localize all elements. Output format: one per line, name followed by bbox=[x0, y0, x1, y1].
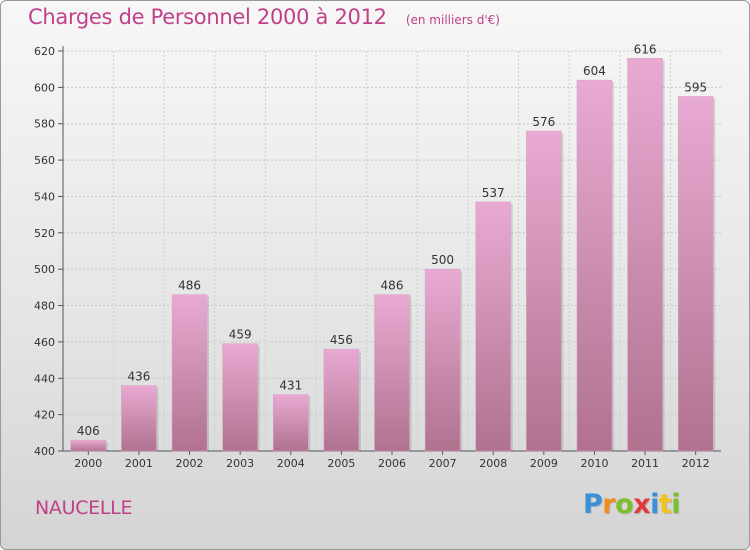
bar-value-label: 500 bbox=[431, 253, 454, 267]
bar-value-label: 595 bbox=[684, 80, 707, 94]
bar bbox=[677, 96, 714, 452]
logo-letter: i bbox=[671, 489, 681, 520]
x-tick-label: 2006 bbox=[378, 457, 406, 470]
bar bbox=[121, 385, 157, 452]
x-tick-label: 2010 bbox=[580, 457, 608, 470]
bar-value-label: 604 bbox=[583, 64, 606, 78]
logo-letter: r bbox=[602, 489, 616, 520]
y-tick-label: 440 bbox=[34, 372, 55, 385]
bar bbox=[70, 439, 107, 452]
x-tick-label: 2002 bbox=[176, 457, 204, 470]
proxiti-logo: Proxiti bbox=[583, 489, 681, 520]
logo-letter: o bbox=[615, 489, 634, 520]
bar bbox=[475, 201, 511, 452]
bar bbox=[526, 130, 562, 452]
x-tick-label: 2008 bbox=[479, 457, 507, 470]
bar-value-label: 616 bbox=[634, 42, 657, 56]
x-tick-label: 2009 bbox=[530, 457, 558, 470]
bar bbox=[222, 343, 258, 452]
y-tick-label: 540 bbox=[34, 190, 55, 203]
bar-value-label: 486 bbox=[178, 279, 201, 293]
y-tick-label: 400 bbox=[34, 445, 55, 458]
x-tick-label: 2011 bbox=[631, 457, 659, 470]
bar bbox=[576, 79, 613, 452]
x-tick-label: 2001 bbox=[125, 457, 153, 470]
y-tick-label: 420 bbox=[34, 409, 55, 422]
bars bbox=[70, 58, 716, 452]
x-tick-label: 2004 bbox=[277, 457, 305, 470]
title-row: Charges de Personnel 2000 à 2012 (en mil… bbox=[28, 5, 500, 29]
chart-title: Charges de Personnel 2000 à 2012 bbox=[28, 5, 387, 29]
y-tick-label: 620 bbox=[34, 45, 55, 58]
logo-letter: t bbox=[658, 489, 672, 520]
bar-value-label: 537 bbox=[482, 186, 505, 200]
bar bbox=[171, 294, 208, 452]
chart-subtitle: (en milliers d'€) bbox=[405, 13, 500, 27]
bar-value-label: 576 bbox=[532, 115, 555, 129]
y-tick-label: 580 bbox=[34, 118, 55, 131]
bar-value-label: 436 bbox=[127, 370, 150, 384]
bar-value-label: 459 bbox=[229, 328, 252, 342]
x-tick-label: 2012 bbox=[682, 457, 710, 470]
y-tick-label: 480 bbox=[34, 300, 55, 313]
bar bbox=[323, 348, 360, 452]
y-tick-label: 560 bbox=[34, 154, 55, 167]
y-tick-label: 520 bbox=[34, 227, 55, 240]
bar-value-label: 486 bbox=[381, 279, 404, 293]
y-tick-label: 600 bbox=[34, 81, 55, 94]
commune-name: NAUCELLE bbox=[35, 497, 133, 519]
bar bbox=[627, 58, 663, 452]
x-tick-label: 2007 bbox=[429, 457, 457, 470]
bar bbox=[273, 394, 309, 452]
labels: 400 420 440 460 480 500 520 540 560 580 600 620 406 2… bbox=[34, 42, 710, 470]
bar-value-label: 431 bbox=[279, 379, 302, 393]
logo-letter: x bbox=[633, 489, 651, 520]
y-tick-label: 460 bbox=[34, 336, 55, 349]
bar bbox=[424, 268, 461, 452]
bar-value-label: 406 bbox=[77, 424, 100, 438]
y-tick-label: 500 bbox=[34, 263, 55, 276]
x-tick-label: 2005 bbox=[327, 457, 355, 470]
logo-letter: P bbox=[583, 489, 603, 520]
bar-value-label: 456 bbox=[330, 333, 353, 347]
bar bbox=[374, 294, 410, 452]
x-tick-label: 2000 bbox=[74, 457, 102, 470]
x-tick-label: 2003 bbox=[226, 457, 254, 470]
logo-letter: i bbox=[650, 489, 659, 520]
